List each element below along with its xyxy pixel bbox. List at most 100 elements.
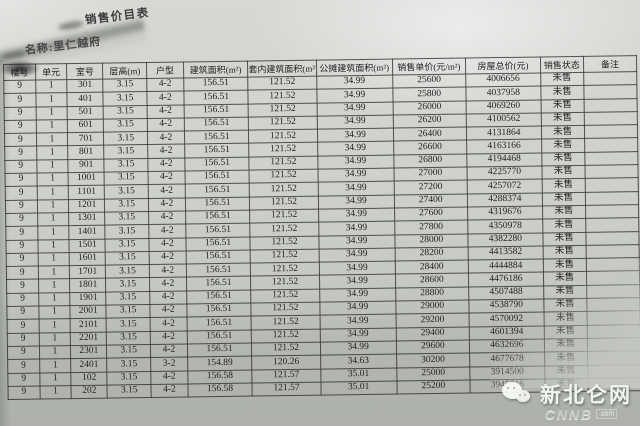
- cell: 26400: [393, 127, 467, 142]
- watermark-row2: CNNB .com: [545, 406, 618, 422]
- cell: 4677678: [469, 352, 545, 367]
- cell: 9: [5, 199, 38, 214]
- cell: 3.15: [106, 291, 150, 306]
- cell: 29200: [395, 313, 470, 328]
- cell: 156.51: [185, 210, 251, 225]
- cell: 3.15: [106, 357, 151, 372]
- bubble-eye: [519, 394, 521, 396]
- cell: 25600: [392, 74, 466, 89]
- cell: 1301: [68, 212, 106, 226]
- cell: 9: [8, 385, 40, 400]
- cell: 4-2: [147, 117, 185, 132]
- cell: 1: [36, 159, 69, 174]
- header-cell: 销售状态: [540, 56, 584, 73]
- cell: 4037958: [465, 86, 541, 101]
- cell: 3-2: [150, 357, 188, 371]
- cell: 4-2: [147, 131, 185, 145]
- cell: 4-2: [148, 171, 185, 185]
- header-cell: 备注: [583, 55, 637, 73]
- cell: 未售: [540, 85, 584, 100]
- cell: 121.52: [250, 222, 319, 237]
- cell: 4-2: [150, 317, 187, 332]
- cell: 4-2: [149, 264, 187, 278]
- cell: 9: [4, 133, 37, 147]
- cell: 34.99: [319, 274, 396, 289]
- cell: 156.58: [187, 369, 253, 384]
- cell: 9: [6, 279, 39, 294]
- header-cell: 户型: [146, 61, 184, 79]
- cell: 121.57: [252, 381, 321, 397]
- cell: 1: [39, 372, 72, 386]
- cell: 1: [37, 199, 69, 214]
- cell: 9: [4, 119, 37, 134]
- cell: 4006656: [465, 72, 541, 88]
- cell: 4-2: [147, 104, 185, 119]
- cell: [585, 244, 640, 259]
- cell: 2001: [70, 305, 107, 319]
- cell: 1401: [69, 225, 106, 240]
- cell: 1901: [69, 291, 107, 306]
- cell: 4-2: [151, 383, 188, 398]
- cell: 26000: [392, 100, 467, 115]
- cell: 121.57: [252, 368, 321, 383]
- cell: 未售: [542, 205, 586, 220]
- cell: [584, 178, 639, 193]
- cell: 601: [67, 118, 104, 133]
- cell: 4-2: [148, 237, 186, 252]
- cell: 28800: [395, 286, 469, 302]
- cell: 未售: [542, 192, 586, 206]
- cell: [585, 217, 639, 232]
- cell: 4-2: [149, 250, 187, 265]
- cell: 1: [36, 172, 69, 187]
- cell: 3.15: [103, 78, 147, 93]
- cell: 4382280: [467, 232, 543, 247]
- cell: 未售: [543, 271, 587, 286]
- cell: 4069260: [466, 99, 541, 114]
- cell: 4100562: [466, 112, 542, 128]
- watermark-site-code: CNNB: [544, 406, 594, 422]
- cell: [583, 111, 638, 126]
- cell: 9: [4, 106, 36, 121]
- cell: 121.52: [249, 155, 318, 171]
- cell: 1: [35, 92, 68, 107]
- cell: 9: [5, 186, 38, 201]
- cell: 未售: [541, 152, 585, 167]
- cell: 121.52: [251, 302, 320, 317]
- cell: 未售: [542, 218, 586, 233]
- cell: 301: [67, 79, 104, 93]
- cell: 9: [3, 80, 36, 94]
- cell: 25200: [396, 379, 471, 395]
- watermark-row: 新北仑网: [502, 379, 632, 409]
- cell: [583, 84, 638, 99]
- cell: 1: [37, 252, 70, 267]
- cell: 4163166: [466, 139, 542, 154]
- cell: 未售: [540, 98, 584, 113]
- cell: 121.52: [249, 169, 318, 184]
- cell: 156.51: [187, 342, 252, 358]
- cell: 3.15: [105, 224, 149, 239]
- cell: 1001: [68, 172, 105, 186]
- cell: 156.51: [186, 263, 251, 278]
- cell: 121.52: [249, 209, 319, 224]
- cell: 34.99: [317, 168, 394, 183]
- chat-bubble-small: [516, 390, 530, 402]
- cell: 121.52: [250, 288, 320, 304]
- cell: 9: [4, 159, 37, 174]
- cell: 未售: [542, 245, 587, 260]
- cell: 1201: [68, 198, 105, 213]
- cell: 1601: [69, 251, 106, 266]
- cell: 1701: [69, 265, 106, 280]
- cell: 4319676: [467, 205, 543, 221]
- cell: 4-2: [149, 277, 187, 292]
- cell: 未售: [541, 125, 585, 140]
- header-cell: 公摊建筑面积(m²): [316, 59, 393, 77]
- cell: 154.89: [187, 356, 253, 371]
- cell: 156.51: [185, 196, 250, 211]
- cell: 156.51: [186, 276, 251, 291]
- cell: 1101: [68, 185, 105, 200]
- cell: 未售: [543, 311, 587, 326]
- cell: 30200: [396, 353, 470, 368]
- cell: 156.51: [183, 103, 249, 118]
- cell: 121.52: [250, 235, 319, 250]
